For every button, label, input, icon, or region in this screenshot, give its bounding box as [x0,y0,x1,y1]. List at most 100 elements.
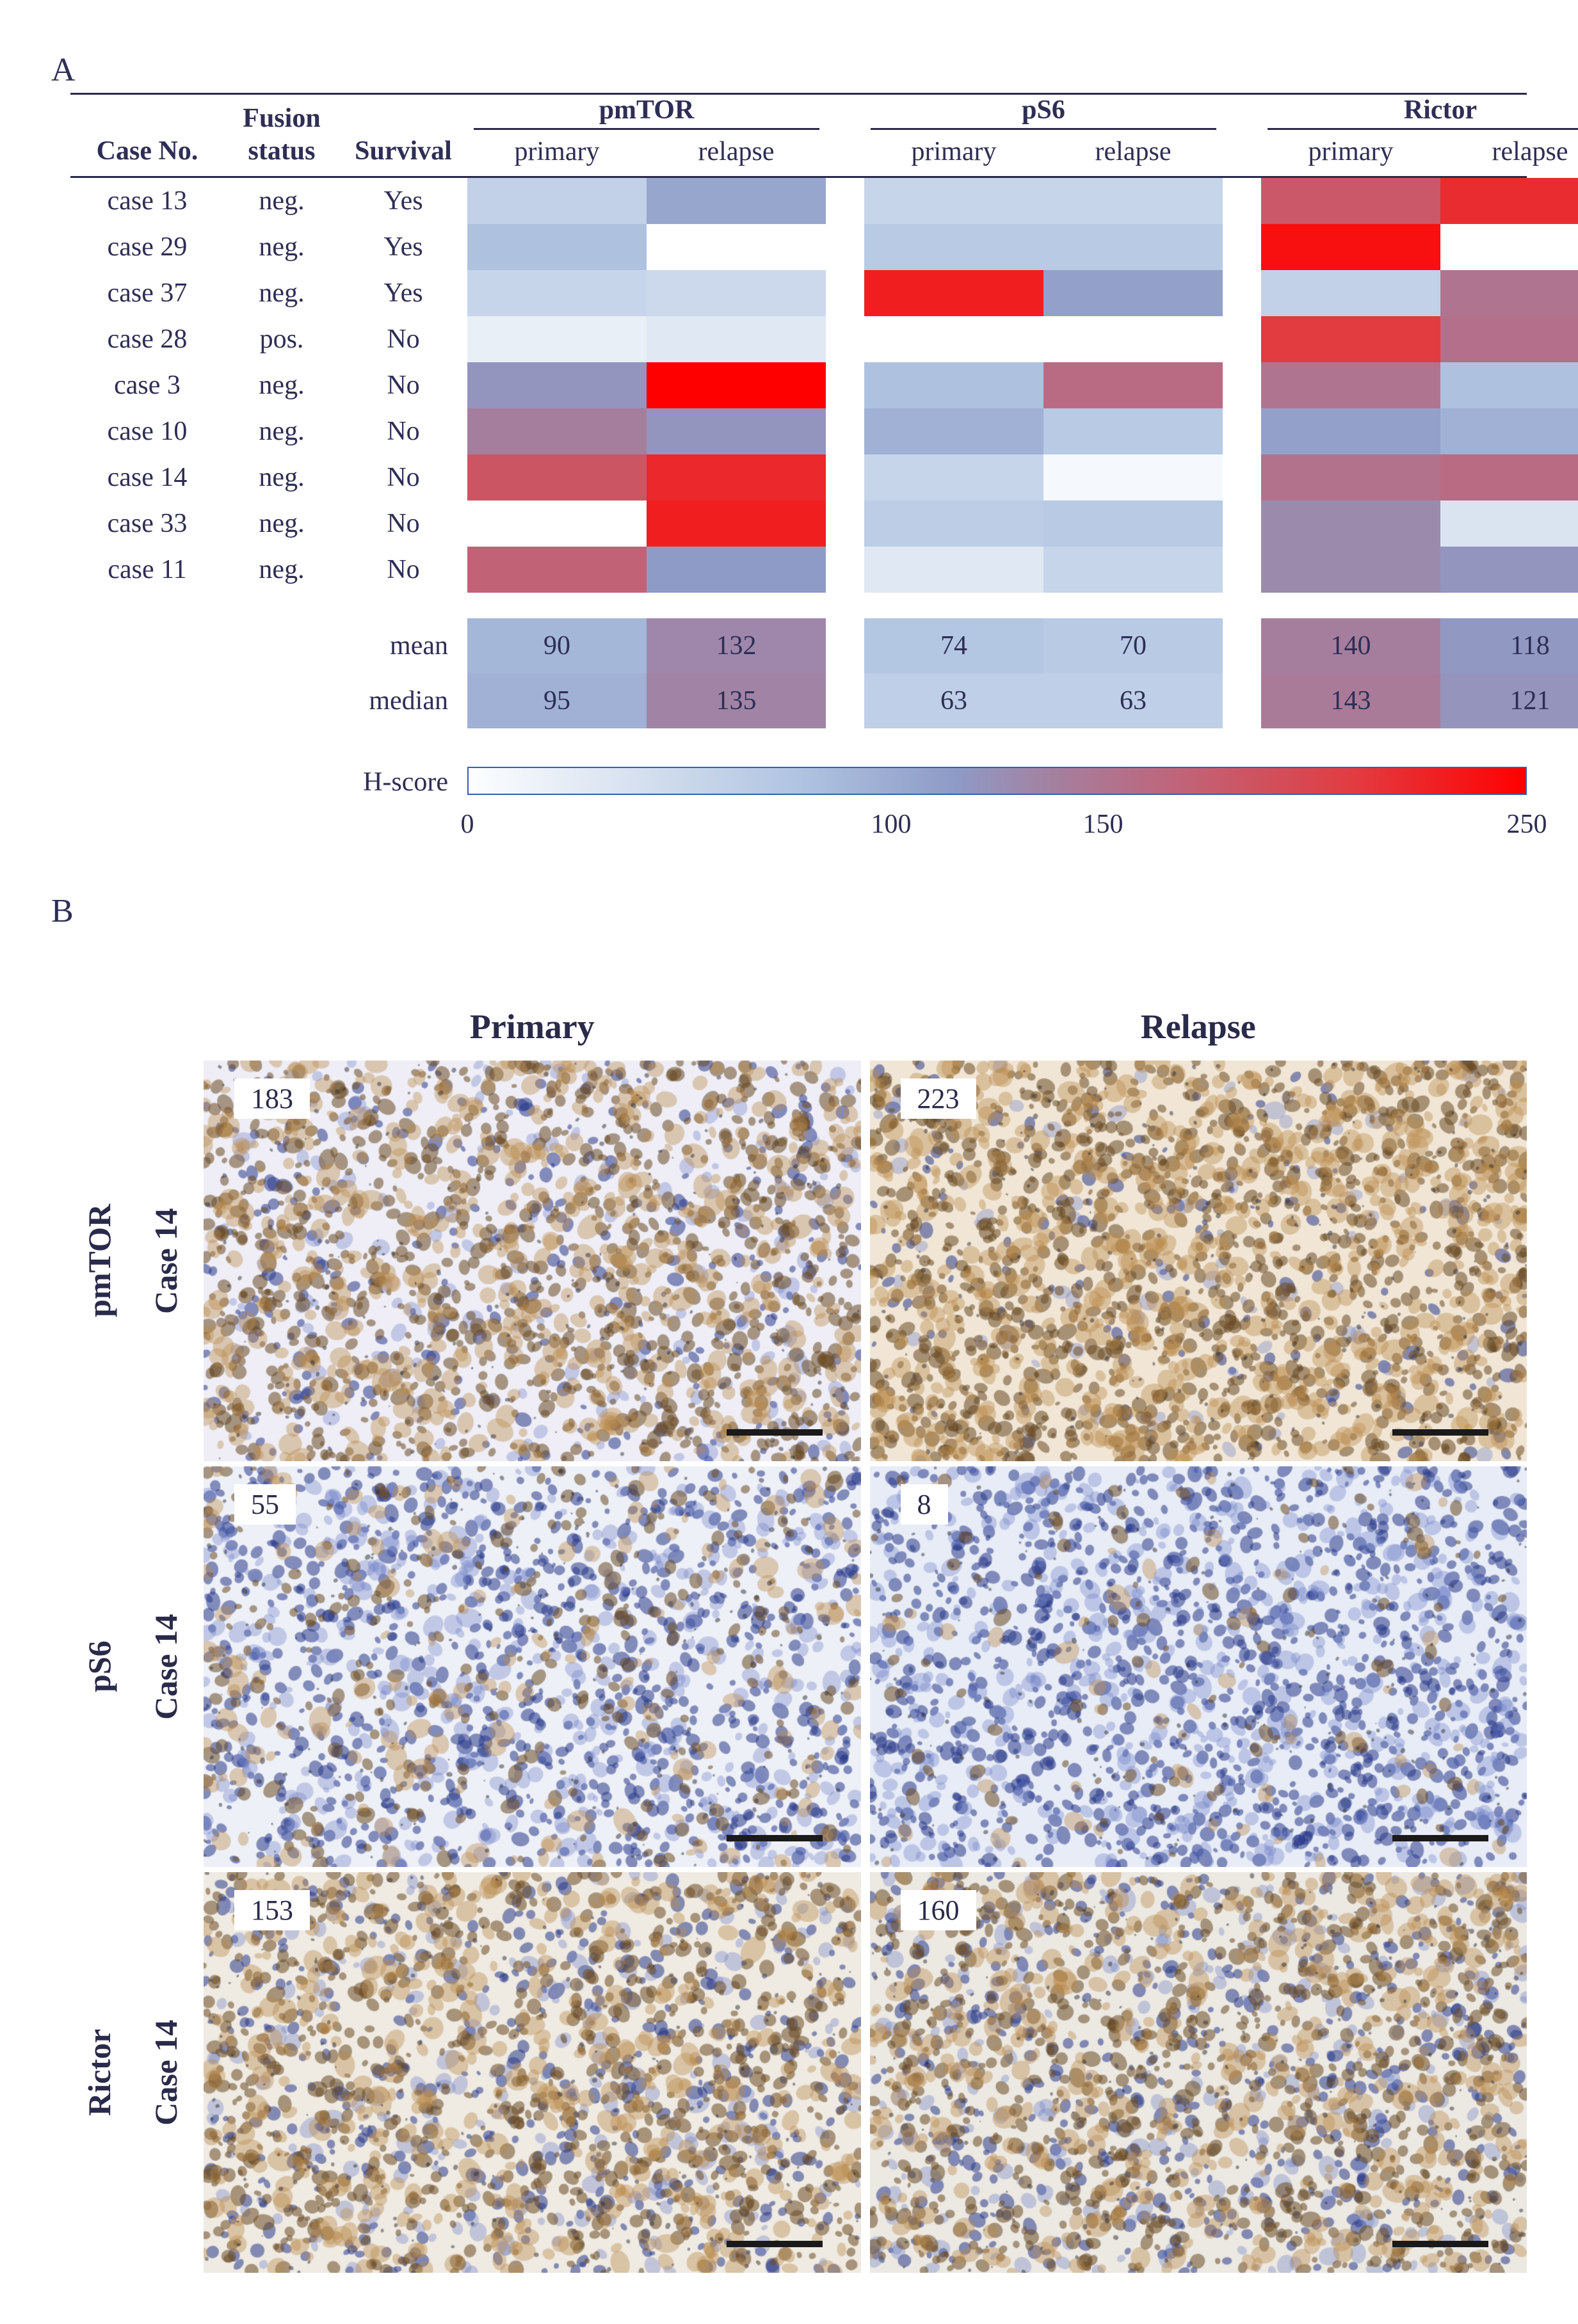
cell-survival: No [339,362,467,408]
heat-cell [467,501,647,547]
heat-cell [1440,178,1578,224]
hscore-tag: 153 [234,1890,310,1930]
heat-cell [467,454,647,501]
cell-fusion: neg. [224,408,339,454]
table-row: case 29neg.Yes [70,224,1527,270]
scalebar [1392,1835,1488,1841]
heat-cell [1261,501,1440,547]
scalebar [727,2241,823,2247]
cell-survival: No [339,547,467,593]
cell-case: case 11 [70,547,224,593]
heat-cell [1043,501,1223,547]
table-row: case 3neg.No [70,362,1527,408]
col-case: Case No. [70,135,224,176]
heat-cell [467,178,647,224]
cell-case: case 37 [70,270,224,316]
cell-fusion: neg. [224,224,339,270]
subcol-pmTOR-relapse: relapse [647,130,826,176]
heat-cell [1043,224,1223,270]
subcol-Rictor-primary: primary [1261,130,1440,176]
subcol-pS6-relapse: relapse [1043,130,1223,176]
cell-case: case 3 [70,362,224,408]
heat-cell [1440,408,1578,454]
table-body: case 13neg.Yescase 29neg.Yescase 37neg.Y… [70,178,1527,593]
cell-survival: Yes [339,178,467,224]
table-row: case 14neg.No [70,454,1527,501]
heat-cell [1043,408,1223,454]
table-row: case 10neg.No [70,408,1527,454]
stats-cell: 118 [1440,618,1578,673]
group-pS6: pS6 [864,95,1223,125]
micrograph: 160 [870,1872,1527,2273]
heat-cell [1043,362,1223,408]
heat-cell [864,316,1043,362]
heat-cell [1261,547,1440,593]
heat-cell [1043,547,1223,593]
heat-cell [864,362,1043,408]
micrograph: 55 [204,1466,861,1867]
heat-cell [1261,362,1440,408]
heat-cell [1440,454,1578,501]
panel-a: Case No.FusionstatusSurvivalpmTOR primary… [70,93,1527,841]
stats-cell: 140 [1261,618,1440,673]
col-survival: Survival [339,135,467,176]
scalebar [727,1835,823,1841]
col-fusion: Fusionstatus [224,102,339,176]
heat-cell [1043,178,1223,224]
hscore-tag: 223 [901,1078,976,1119]
heat-cell [1043,454,1223,501]
scalebar [1392,1429,1488,1436]
stats-row-median: median951356363143121 [70,673,1527,728]
cell-survival: Yes [339,224,467,270]
group-Rictor: Rictor [1261,95,1578,125]
heat-cell [864,408,1043,454]
stats-cell: 63 [1043,673,1223,728]
micrograph-col-relapse: Relapse [870,1007,1527,1055]
stats-cell: 74 [864,618,1043,673]
subcol-pmTOR-primary: primary [467,130,647,176]
micrograph: 8 [870,1466,1527,1867]
heat-cell [647,316,826,362]
group-pmTOR: pmTOR [467,95,826,125]
hscore-colorbar [467,767,1527,795]
heat-cell [1261,408,1440,454]
cell-case: case 33 [70,501,224,547]
marker-label: pS6 [70,1466,128,1867]
table-stats: mean901327470140118median951356363143121 [70,618,1527,728]
cell-survival: No [339,501,467,547]
heat-cell [1440,270,1578,316]
stats-label: median [339,673,467,728]
micrograph: 153 [204,1872,861,2273]
hscore-ticks: 0100150250 [467,809,1527,841]
scalebar [1392,2241,1488,2247]
cell-fusion: neg. [224,178,339,224]
heat-cell [467,270,647,316]
cell-case: case 10 [70,408,224,454]
heat-cell [647,178,826,224]
cell-fusion: pos. [224,316,339,362]
heat-cell [1440,547,1578,593]
micrograph: 223 [870,1061,1527,1461]
micrograph-col-primary: Primary [204,1007,861,1055]
heat-cell [1261,316,1440,362]
heat-cell [647,408,826,454]
cell-case: case 28 [70,316,224,362]
table-row: case 33neg.No [70,501,1527,547]
case-label: Case 14 [137,1872,195,2273]
table-row: case 28pos.No [70,316,1527,362]
heat-cell [647,362,826,408]
micrograph: 183 [204,1061,861,1461]
heat-cell [864,547,1043,593]
hscore-tag: 183 [234,1078,310,1119]
stats-cell: 70 [1043,618,1223,673]
heat-cell [1043,316,1223,362]
heat-cell [864,501,1043,547]
heat-cell [1440,362,1578,408]
case-label: Case 14 [137,1061,195,1461]
heat-cell [647,547,826,593]
panel-b: PrimaryRelapsepmTORCase 14183223pS6Case … [70,1007,1527,2273]
heat-cell [864,178,1043,224]
heat-cell [647,270,826,316]
heat-cell [1261,224,1440,270]
cell-fusion: neg. [224,270,339,316]
